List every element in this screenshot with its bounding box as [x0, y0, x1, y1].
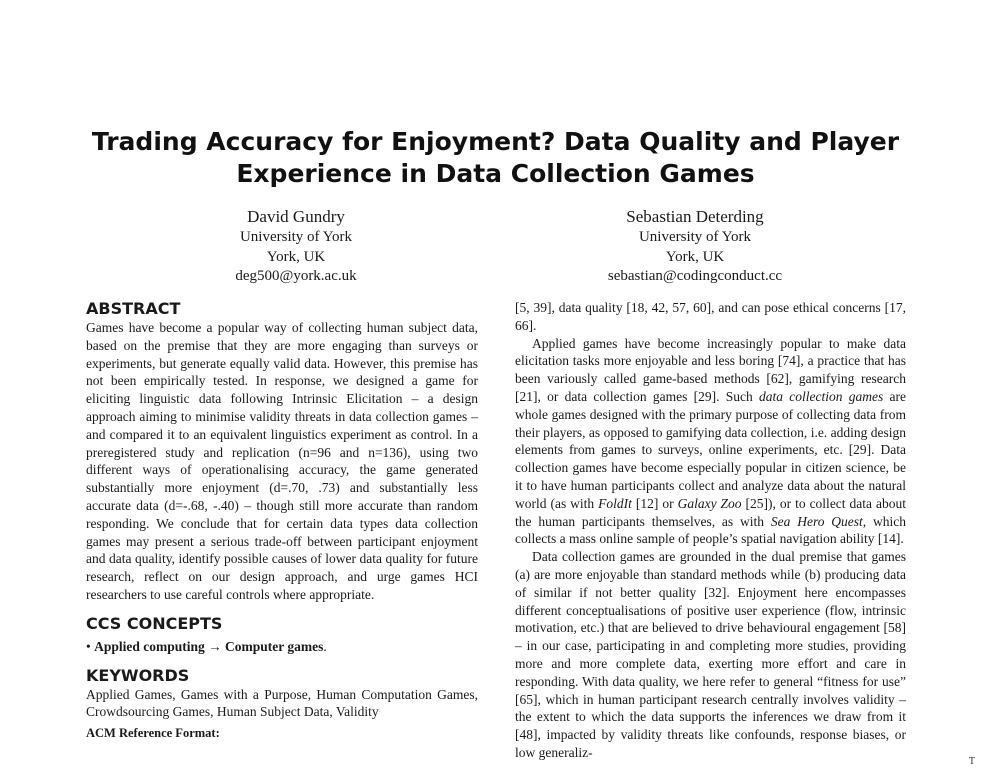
author-block-1: David Gundry University of York York, UK…	[146, 206, 446, 287]
intro-paragraph-1: [5, 39], data quality [18, 42, 57, 60], …	[515, 300, 906, 333]
text-run: are whole games designed with the primar…	[515, 388, 906, 511]
left-column: ABSTRACT Games have become a popular way…	[86, 299, 478, 743]
emphasis: Galaxy Zoo	[677, 495, 742, 511]
acm-reference-heading: ACM Reference Format:	[86, 726, 220, 741]
author-affiliation: University of York	[638, 229, 752, 245]
emphasis: Sea Hero Quest	[770, 513, 863, 529]
text-run: , which collects a mass online sample of…	[515, 513, 907, 547]
emphasis: FoldIt	[598, 495, 632, 511]
corner-mark: T	[968, 756, 975, 767]
author-name: Sebastian Deterding	[626, 207, 764, 226]
title-line-1: Trading Accuracy for Enjoyment? Data Qua…	[91, 127, 900, 156]
author-name: David Gundry	[247, 207, 345, 226]
intro-paragraph-3: Data collection games are grounded in th…	[515, 549, 906, 760]
abstract-text: Games have become a popular way of colle…	[86, 320, 478, 602]
intro-paragraph-2: Applied games have become increasingly p…	[515, 335, 906, 549]
author-location: York, UK	[266, 248, 326, 265]
author-affiliation: University of York	[239, 229, 353, 245]
author-block-2: Sebastian Deterding University of York Y…	[545, 206, 845, 287]
bullet: •	[86, 638, 91, 654]
text-run: [25]), or to collect data about the huma…	[515, 495, 906, 529]
emphasis: data collection games	[759, 388, 884, 404]
abstract-heading: ABSTRACT	[86, 299, 181, 318]
author-email[interactable]: sebastian@codingconduct.cc	[607, 268, 783, 284]
text-run: [12] or	[631, 495, 678, 511]
author-email[interactable]: deg500@york.ac.uk	[235, 268, 357, 284]
ccs-heading: CCS CONCEPTS	[86, 613, 223, 633]
title-line-2: Experience in Data Collection Games	[236, 159, 755, 188]
ccs-concepts: • Applied computing → Computer games.	[86, 638, 478, 656]
keywords-heading: KEYWORDS	[86, 665, 190, 685]
text-run: Applied games have become increasingly p…	[515, 335, 906, 404]
ccs-period: .	[323, 638, 327, 654]
right-column: [5, 39], data quality [18, 42, 57, 60], …	[515, 299, 906, 762]
ccs-item: Applied computing → Computer games	[94, 638, 324, 654]
keywords-text: Applied Games, Games with a Purpose, Hum…	[86, 686, 478, 720]
paper-title: Trading Accuracy for Enjoyment? Data Qua…	[0, 126, 991, 190]
author-location: York, UK	[665, 248, 725, 265]
